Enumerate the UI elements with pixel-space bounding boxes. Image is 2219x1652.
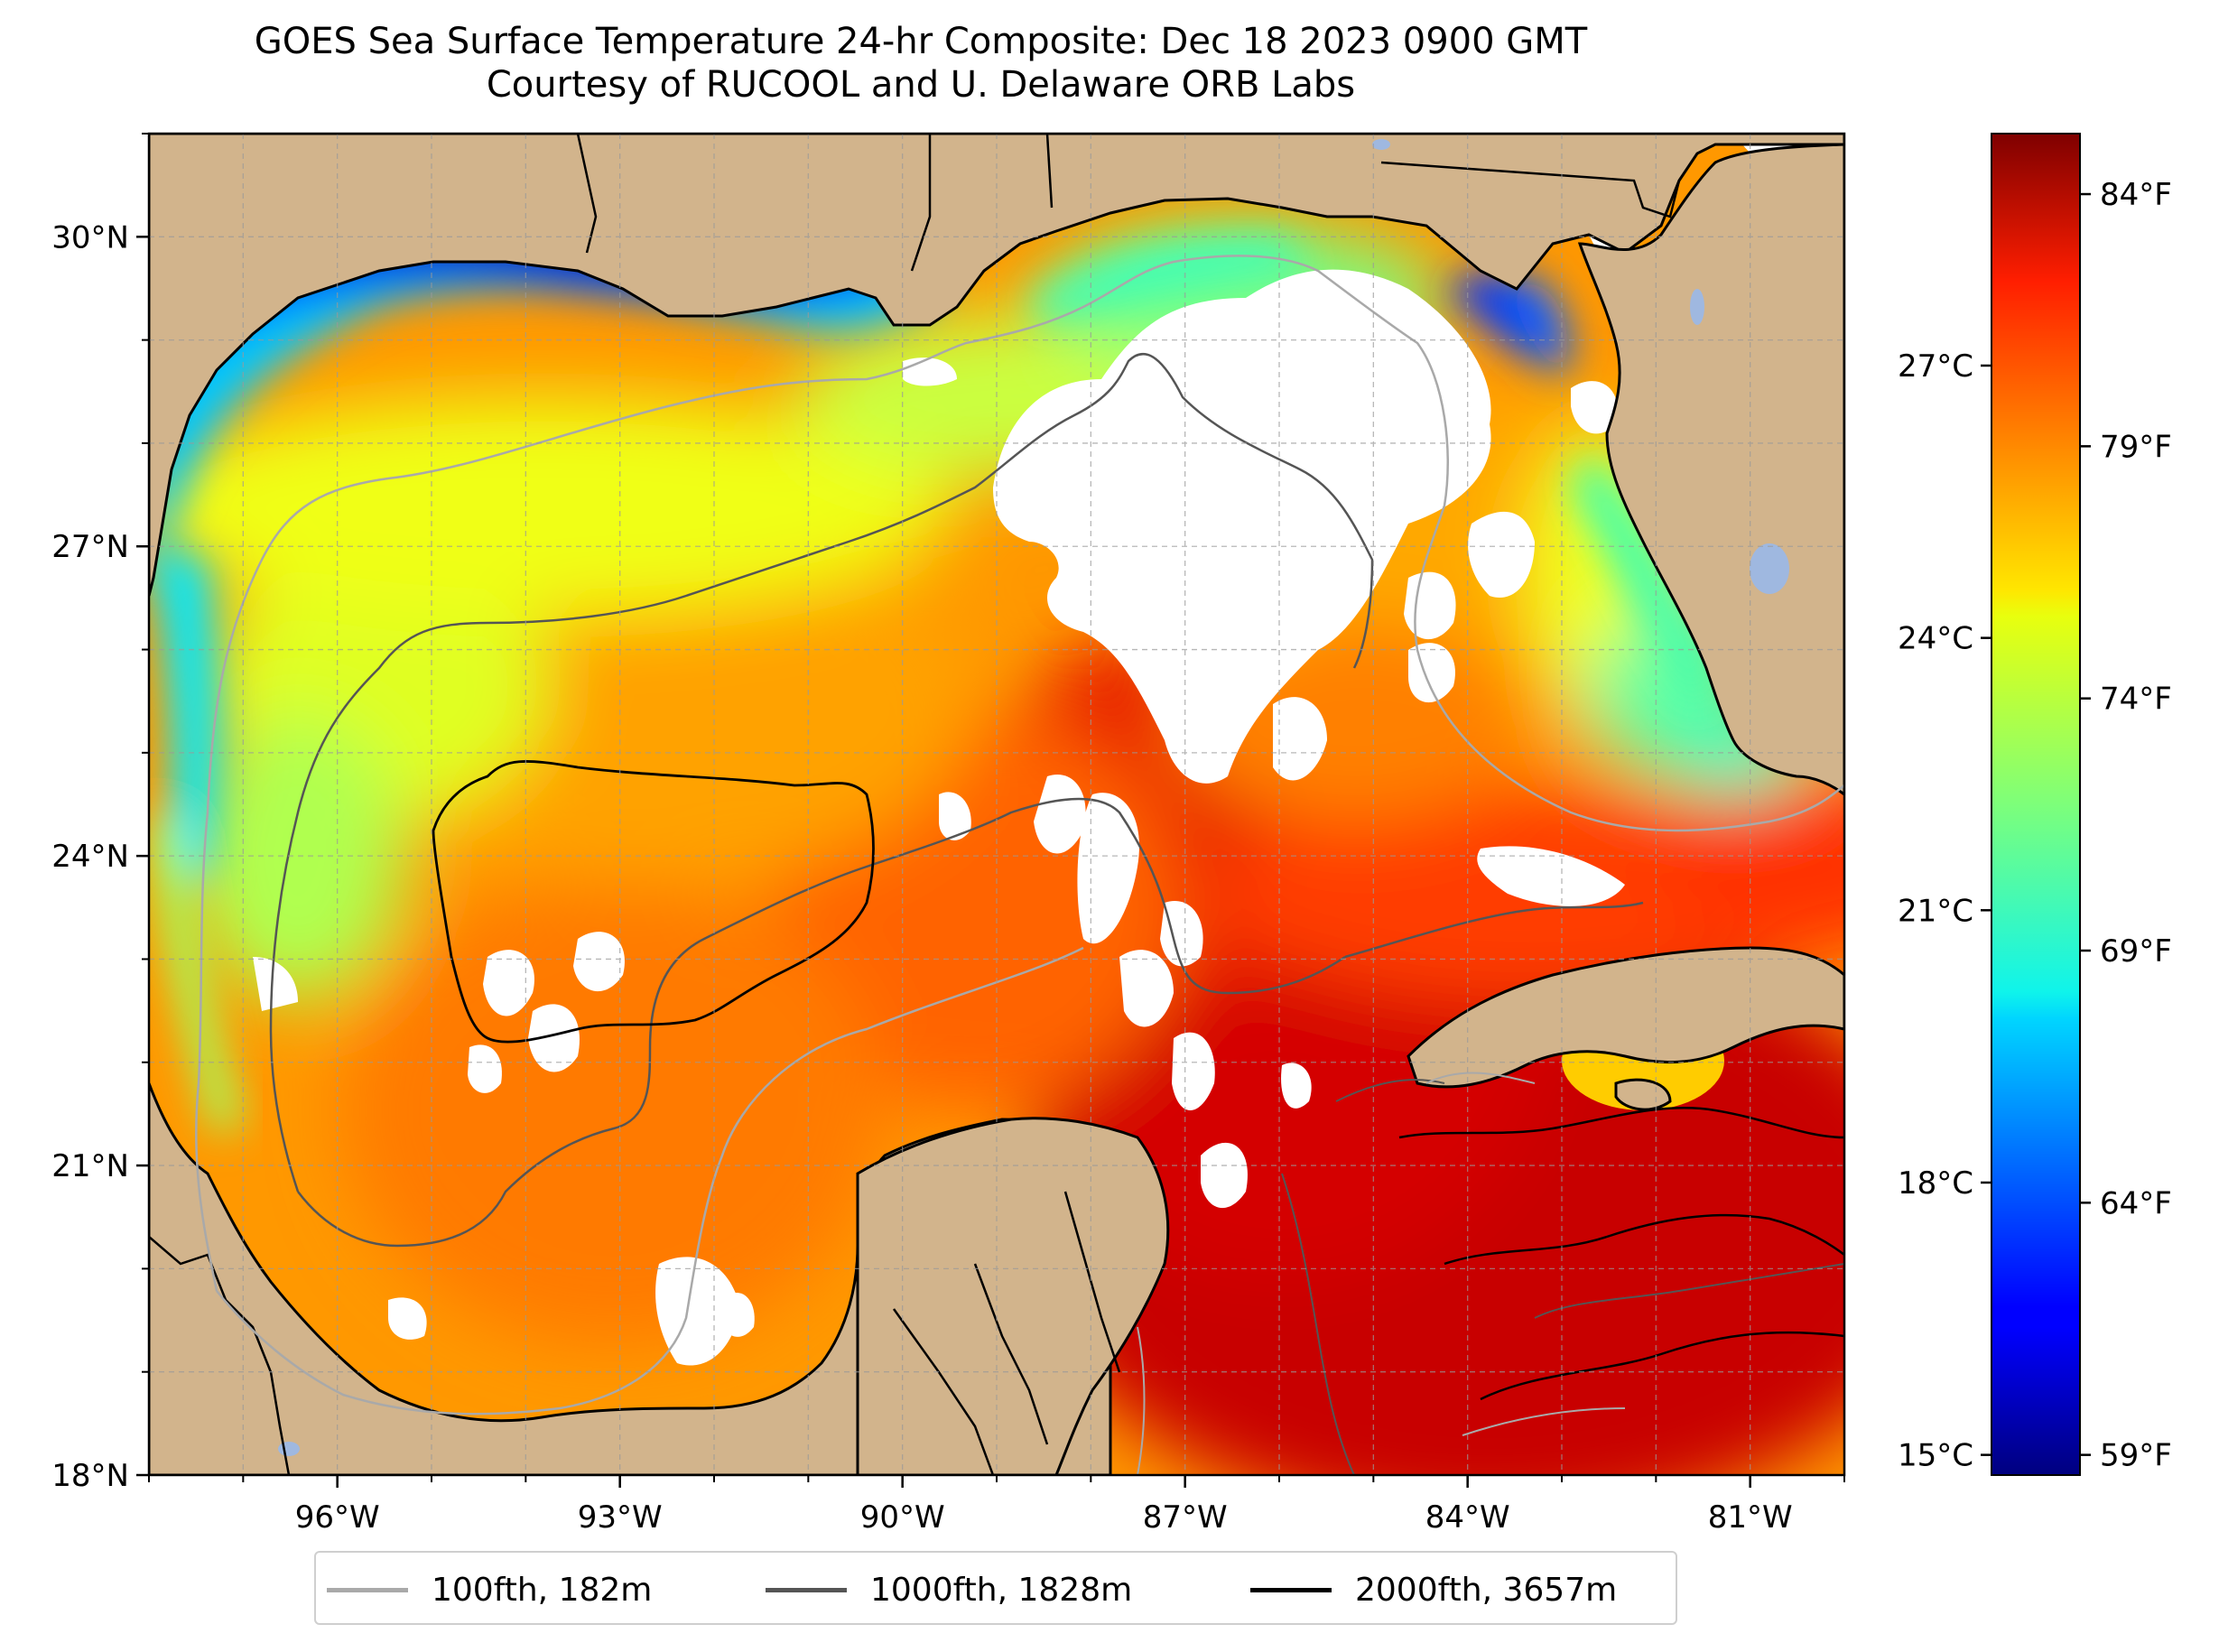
fahrenheit-tick-label: 59°F — [2100, 1438, 2172, 1474]
celsius-tick-label: 24°C — [1898, 621, 1973, 657]
title-line-2: Courtesy of RUCOOL and U. Delaware ORB L… — [486, 64, 1356, 106]
y-tick-label: 18°N — [51, 1458, 129, 1494]
legend-item-1000fth: 1000fth, 1828m — [766, 1569, 1132, 1610]
us-gulf-coast-land — [149, 134, 1844, 597]
x-tick-label: 90°W — [860, 1499, 945, 1536]
political-borders — [149, 134, 1699, 1475]
western-cold-strip — [149, 542, 244, 1137]
map-title: GOES Sea Surface Temperature 24-hr Compo… — [0, 20, 1842, 107]
celsius-tick-label: 15°C — [1898, 1438, 1973, 1474]
fahrenheit-tick-label: 64°F — [2100, 1185, 2172, 1221]
x-tick-label: 87°W — [1143, 1499, 1228, 1536]
celsius-tick-label: 27°C — [1898, 348, 1973, 385]
y-tick-label: 24°N — [51, 839, 129, 875]
fahrenheit-tick-label: 69°F — [2100, 933, 2172, 970]
map-frame — [149, 134, 1844, 1475]
title-line-1: GOES Sea Surface Temperature 24-hr Compo… — [254, 21, 1588, 62]
colorbar-gradient — [1991, 133, 2081, 1476]
x-tick-label: 96°W — [295, 1499, 380, 1536]
x-tick-label: 81°W — [1708, 1499, 1793, 1536]
isla-juventud — [1614, 1078, 1672, 1111]
legend-label-100fth: 100fth, 182m — [432, 1571, 653, 1609]
legend-line-100fth — [327, 1587, 408, 1592]
legend-item-2000fth: 2000fth, 3657m — [1250, 1569, 1617, 1610]
contour-2000fth-south — [1398, 1107, 1844, 1401]
colorbar-ticks: 15°C 18°C 21°C 24°C 27°C 59°F 64°F 69°F 74°F 79°F… — [1898, 177, 2172, 1474]
x-tick-label: 93°W — [578, 1499, 663, 1536]
x-tick-label: 84°W — [1425, 1499, 1510, 1536]
legend-label-2000fth: 2000fth, 3657m — [1355, 1571, 1618, 1609]
bathymetry-contours — [195, 255, 1844, 1475]
fahrenheit-tick-label: 84°F — [2100, 177, 2172, 213]
fahrenheit-tick-label: 79°F — [2100, 429, 2172, 465]
contour-100fth-south — [1137, 1072, 1626, 1475]
contour-100fth — [195, 255, 1844, 1415]
map-axis-ticks: 96°W 93°W 90°W 87°W 84°W 81°W 18°N 21°N 24°N 27°N… — [51, 133, 1845, 1536]
y-tick-label: 21°N — [51, 1148, 129, 1184]
celsius-tick-label: 18°C — [1898, 1165, 1973, 1202]
cuba-island — [1407, 946, 1844, 1089]
contour-2000fth — [432, 760, 875, 1044]
fahrenheit-tick-label: 74°F — [2100, 682, 2172, 718]
y-tick-label: 30°N — [51, 219, 129, 255]
legend-item-100fth: 100fth, 182m — [327, 1569, 652, 1610]
map-gridlines — [149, 134, 1844, 1475]
legend-label-1000fth: 1000fth, 1828m — [870, 1571, 1133, 1609]
florida-peninsula — [1577, 143, 1844, 796]
contour-1000fth — [269, 352, 1644, 1248]
celsius-tick-label: 21°C — [1898, 893, 1973, 929]
y-tick-label: 27°N — [51, 529, 129, 565]
legend-line-1000fth — [766, 1587, 847, 1592]
contour-legend: 100fth, 182m 1000fth, 1828m 2000fth, 365… — [314, 1551, 1677, 1625]
legend-line-2000fth — [1250, 1587, 1332, 1592]
